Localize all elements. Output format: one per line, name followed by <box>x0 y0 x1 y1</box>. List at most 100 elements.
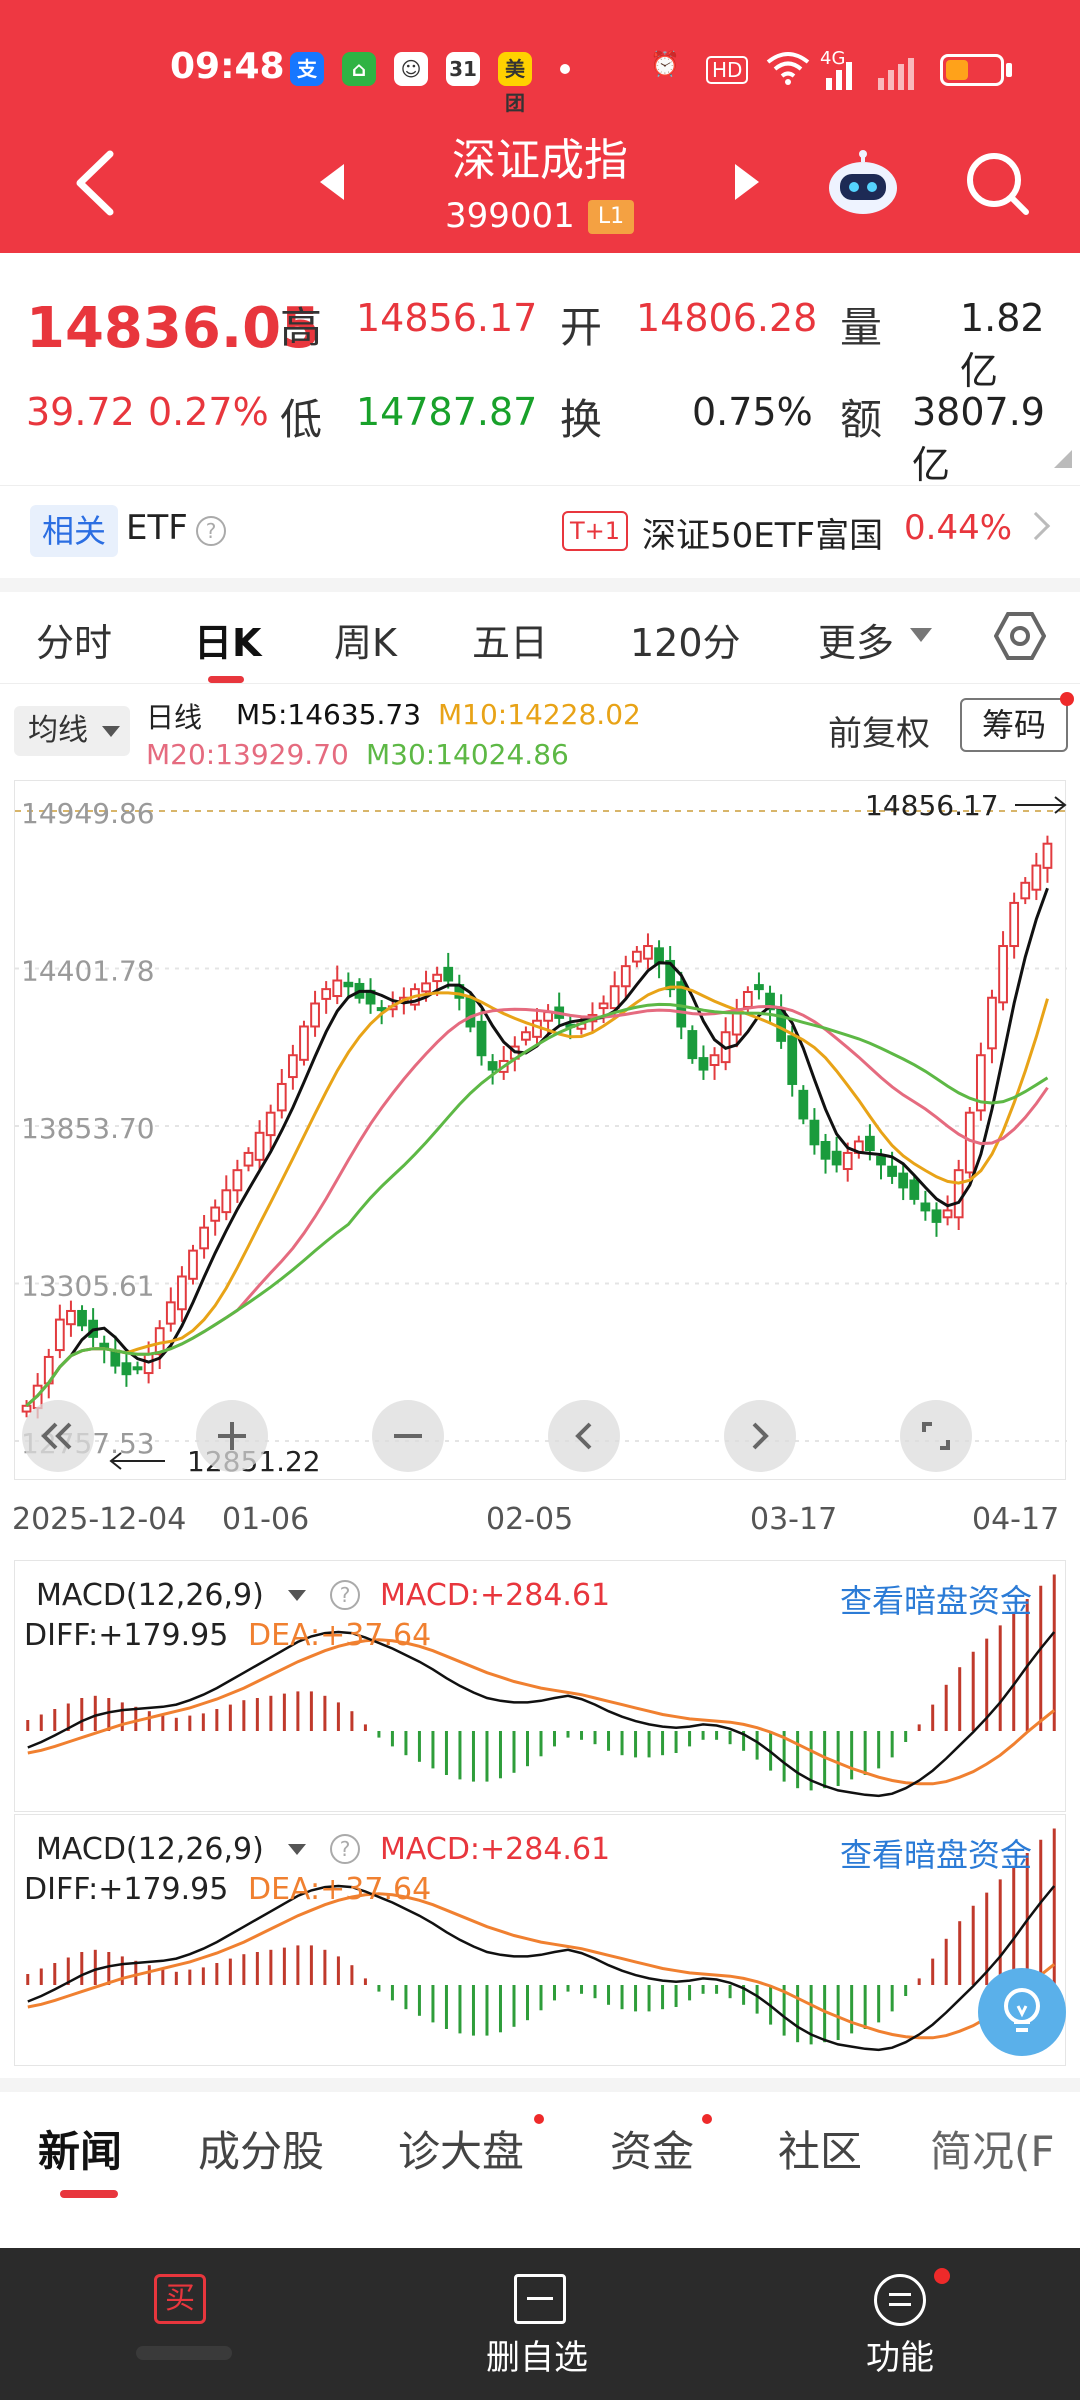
candle-body <box>421 982 431 993</box>
macd-value-2: MACD:+284.61 <box>380 1832 611 1867</box>
x-label-jan: 01-06 <box>222 1502 310 1537</box>
candle-body <box>476 1020 487 1057</box>
macd-selector-2[interactable]: MACD(12,26,9) <box>36 1832 264 1867</box>
status-time: 09:48 <box>170 46 285 87</box>
ma10-line <box>25 985 1049 1407</box>
label-turnover: 换 <box>560 395 603 444</box>
related-etf-row[interactable] <box>0 485 1080 577</box>
macd-panel-1[interactable] <box>14 1560 1066 1812</box>
dark-pool-link[interactable]: 查看暗盘资金 <box>840 1582 1033 1620</box>
tab-120-min[interactable]: 120分 <box>630 621 741 665</box>
candle-body <box>654 947 664 965</box>
lightbulb-tips-button[interactable] <box>978 1968 1066 2056</box>
candle-body <box>121 1362 132 1376</box>
stock-title: 深证成指 <box>452 135 628 186</box>
value-volume: 1.82亿 <box>960 296 1045 393</box>
tab-more[interactable]: 更多 <box>818 621 895 665</box>
capital-dot <box>702 2114 712 2124</box>
signal-icon <box>824 56 924 96</box>
y-tick-label: 13305.61 <box>21 1270 155 1303</box>
candle-body <box>1042 842 1053 869</box>
back-button[interactable] <box>70 148 120 218</box>
candle-body <box>177 1275 187 1311</box>
candle-body <box>998 945 1008 1004</box>
functions-icon[interactable] <box>874 2274 926 2326</box>
remove-watchlist-icon[interactable] <box>514 2274 566 2324</box>
candle-body <box>887 1165 897 1177</box>
kline-chart[interactable]: 14949.8614401.7813853.7013305.6112757.53… <box>14 780 1067 1480</box>
expand-corner-icon[interactable] <box>1054 450 1072 468</box>
stock-code: 399001 <box>445 196 575 236</box>
candle-body <box>987 996 997 1050</box>
help-icon[interactable]: ? <box>196 516 226 546</box>
wifi-icon <box>766 50 810 92</box>
prev-stock-button[interactable] <box>320 164 344 200</box>
candle-body <box>787 1035 798 1085</box>
etf-label: ETF <box>126 508 188 548</box>
battery-tip <box>1006 63 1012 77</box>
ai-assistant-icon[interactable] <box>826 150 900 216</box>
y-tick-label: 14949.86 <box>21 797 155 830</box>
battery-icon <box>940 54 1004 86</box>
tab-constituents[interactable]: 成分股 <box>198 2127 325 2176</box>
candle-body <box>66 1309 76 1326</box>
search-button[interactable] <box>962 148 1032 218</box>
zoom-out-button[interactable] <box>372 1400 444 1472</box>
diagnosis-dot <box>534 2114 544 2124</box>
network-type-icon: 4G <box>820 48 846 69</box>
macd-help-icon-2[interactable]: ? <box>330 1834 360 1864</box>
zoom-in-button[interactable] <box>196 1400 268 1472</box>
value-high: 14856.17 <box>356 296 538 340</box>
x-label-start: 2025-12-04 <box>12 1502 187 1537</box>
tab-community[interactable]: 社区 <box>778 2127 863 2176</box>
tab-market-diagnosis[interactable]: 诊大盘 <box>398 2127 525 2176</box>
candle-body <box>1031 864 1042 891</box>
price-change: 39.72 <box>26 390 135 434</box>
more-notifications-dot <box>560 64 570 74</box>
candle-body <box>1020 881 1031 900</box>
mascot-app-icon: ☺ <box>394 52 428 86</box>
candle-body <box>110 1349 121 1367</box>
candle-body <box>931 1209 942 1223</box>
candle-body <box>310 1002 320 1028</box>
dea-line <box>27 1638 1056 1786</box>
tab-intraday[interactable]: 分时 <box>36 621 113 665</box>
chart-settings-icon[interactable] <box>993 610 1047 662</box>
scroll-left-button[interactable] <box>548 1400 620 1472</box>
candle-body <box>132 1366 143 1371</box>
macd-help-icon[interactable]: ? <box>330 1580 360 1610</box>
x-label-feb: 02-05 <box>486 1502 574 1537</box>
level-badge: L1 <box>588 200 634 234</box>
functions-label[interactable]: 功能 <box>866 2338 934 2378</box>
candle-body <box>54 1318 65 1352</box>
tab-news[interactable]: 新闻 <box>38 2127 123 2176</box>
macd-panel-2[interactable] <box>14 1814 1066 2066</box>
macd-selector[interactable]: MACD(12,26,9) <box>36 1578 264 1613</box>
app-header <box>0 0 1080 253</box>
next-stock-button[interactable] <box>735 164 759 200</box>
fullscreen-button[interactable] <box>900 1400 972 1472</box>
candle-body <box>898 1172 909 1189</box>
remove-watchlist-label[interactable]: 删自选 <box>486 2338 588 2378</box>
chips-button[interactable]: 筹码 <box>960 698 1068 752</box>
etf-name[interactable]: 深证50ETF富国 <box>642 516 884 556</box>
candle-body <box>798 1089 809 1120</box>
buy-icon[interactable]: 买 <box>154 2274 206 2324</box>
tab-overview[interactable]: 简况(F <box>930 2127 1055 2176</box>
dea-value: DEA:+37.64 <box>248 1618 432 1653</box>
scroll-right-button[interactable] <box>724 1400 796 1472</box>
candle-body <box>287 1054 298 1079</box>
candle-body <box>598 1002 609 1010</box>
macd-caret-icon-2 <box>288 1844 306 1855</box>
buy-label-blur <box>136 2346 232 2360</box>
tab-daily-k[interactable]: 日K <box>194 621 262 665</box>
tab-five-day[interactable]: 五日 <box>472 621 549 665</box>
tab-capital[interactable]: 资金 <box>610 2127 695 2176</box>
dark-pool-link-2[interactable]: 查看暗盘资金 <box>840 1836 1033 1874</box>
adjust-mode[interactable]: 前复权 <box>828 714 930 754</box>
scroll-start-button[interactable] <box>22 1400 94 1472</box>
label-high: 高 <box>280 303 323 352</box>
tab-weekly-k[interactable]: 周K <box>334 621 397 665</box>
ma30-line <box>25 1002 1049 1407</box>
candle-body <box>188 1249 198 1280</box>
